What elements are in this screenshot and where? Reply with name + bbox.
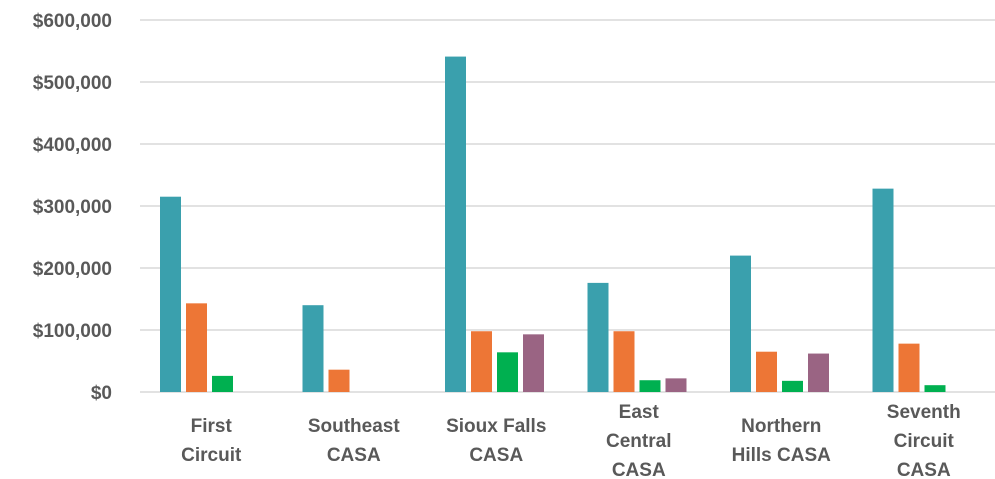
x-category-label: Seventh Circuit CASA xyxy=(887,402,961,479)
x-category-label: East Central CASA xyxy=(606,402,671,479)
bar xyxy=(445,56,466,392)
y-tick-label: $200,000 xyxy=(33,259,112,280)
y-tick-label: $0 xyxy=(91,383,112,404)
bar xyxy=(328,369,350,392)
bar xyxy=(471,331,492,392)
y-tick-label: $500,000 xyxy=(33,73,112,94)
bar xyxy=(898,343,920,392)
bar xyxy=(587,282,609,392)
y-axis-tick-labels: $0 $100,000 $200,000 $300,000 $400,000 $500,0… xyxy=(33,11,112,404)
bar xyxy=(613,331,635,392)
bar xyxy=(302,305,324,392)
bar xyxy=(808,353,829,392)
y-tick-label: $100,000 xyxy=(33,321,112,342)
x-category-label: Northern Hills CASA xyxy=(732,416,832,466)
x-category-label: Sioux Falls CASA xyxy=(446,416,546,466)
x-axis-category-labels: First Circuit Southeast CASA Sioux Falls CASA… xyxy=(181,402,961,479)
bars xyxy=(160,56,946,392)
bar xyxy=(756,351,777,392)
bar xyxy=(665,378,687,392)
bar xyxy=(730,255,751,392)
y-tick-label: $400,000 xyxy=(33,135,112,156)
bar xyxy=(186,303,207,392)
bar xyxy=(924,385,946,392)
x-category-label: Southeast CASA xyxy=(308,416,401,466)
y-tick-label: $600,000 xyxy=(33,11,112,32)
y-tick-label: $300,000 xyxy=(33,197,112,218)
bar xyxy=(782,380,803,392)
bar xyxy=(497,352,518,392)
grid-lines xyxy=(140,19,995,393)
bar xyxy=(523,334,544,392)
bar xyxy=(212,375,233,392)
bar xyxy=(160,196,181,392)
bar xyxy=(872,188,894,392)
bar xyxy=(639,380,661,392)
x-category-label: First Circuit xyxy=(181,416,242,466)
